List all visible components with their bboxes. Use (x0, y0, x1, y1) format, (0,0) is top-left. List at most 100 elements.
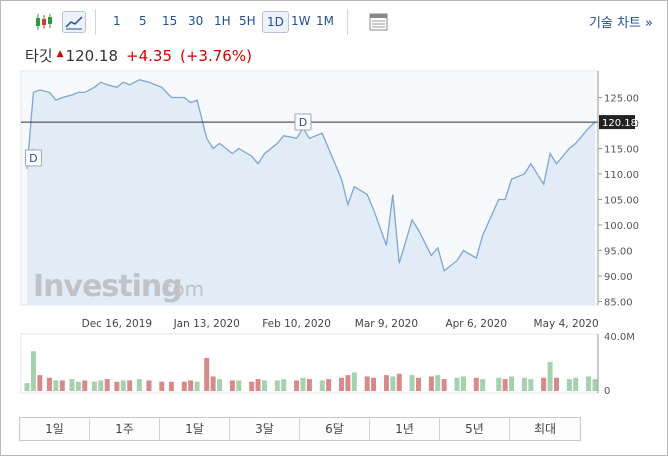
volume-min-label: 0 (604, 386, 610, 397)
volume-bar (181, 381, 187, 391)
period-1w[interactable]: 1주 (90, 418, 160, 440)
period-3m[interactable]: 3달 (230, 418, 300, 440)
price-line (26, 79, 596, 272)
volume-bar (502, 379, 508, 391)
period-5y[interactable]: 5년 (440, 418, 510, 440)
volume-bar (53, 380, 59, 391)
period-1y[interactable]: 1년 (370, 418, 440, 440)
price-change-percent: (+3.76%) (180, 47, 252, 65)
period-6m[interactable]: 6달 (300, 418, 370, 440)
volume-bar (249, 381, 255, 391)
toolbar-divider (347, 9, 348, 35)
volume-bar (300, 377, 306, 391)
volume-bar (30, 351, 36, 391)
toolbar-divider (95, 9, 96, 35)
volume-bar (521, 377, 527, 391)
volume-bar (217, 379, 223, 391)
dividend-marker[interactable] (24, 149, 42, 167)
price-header: 타깃 ▲ 120.18 +4.35 (+3.76%) (25, 45, 252, 66)
volume-bar (229, 380, 235, 391)
period-1d[interactable]: 1일 (20, 418, 90, 440)
volume-bar (480, 379, 486, 391)
timeframe-30[interactable]: 30 (188, 14, 204, 28)
volume-bar (547, 361, 553, 391)
line-chart-icon[interactable] (62, 11, 86, 33)
volume-bar (345, 375, 351, 391)
volume-bar (281, 379, 287, 391)
price-chart[interactable]: Investing.com125.00120.00115.00110.00105… (1, 1, 667, 413)
volume-bar (460, 376, 466, 391)
volume-bar (592, 379, 598, 391)
volume-bar (168, 381, 174, 391)
y-tick-label: 125.00 (604, 94, 639, 105)
y-tick-label: 95.00 (604, 246, 633, 257)
volume-bar (573, 377, 579, 391)
volume-bar (274, 380, 280, 391)
volume-bar (255, 379, 261, 391)
volume-bar (454, 377, 460, 391)
period-1m[interactable]: 1달 (160, 418, 230, 440)
technical-chart-link[interactable]: 기술 차트 » (588, 16, 653, 31)
volume-bar (159, 381, 165, 391)
volume-bar (409, 375, 415, 391)
table-icon[interactable] (367, 11, 391, 33)
volume-bar (338, 377, 344, 391)
volume-bar (396, 373, 402, 391)
y-tick-label: 110.00 (604, 170, 639, 181)
volume-bar (509, 376, 515, 391)
volume-bar (82, 380, 88, 391)
timeframe-1w[interactable]: 1W (291, 14, 311, 28)
period-selector: 1일 1주 1달 3달 6달 1년 5년 최대 (19, 417, 581, 441)
toolbar: 1 5 15 30 1H 5H 1D 1W 1M 기술 차트 » (1, 1, 667, 41)
volume-bar (98, 380, 104, 391)
volume-bar (351, 372, 357, 391)
volume-bar (146, 380, 152, 391)
dividend-marker-label: D (299, 116, 307, 129)
timeframe-1[interactable]: 1 (113, 14, 121, 28)
volume-bar (541, 377, 547, 391)
volume-bar (194, 381, 200, 391)
volume-bar (371, 377, 377, 391)
last-price-tag (599, 115, 635, 130)
x-tick-label: May 4, 2020 (534, 318, 599, 330)
volume-bar (136, 379, 142, 391)
volume-bar (37, 375, 43, 391)
x-tick-label: Mar 9, 2020 (355, 318, 418, 330)
y-tick-label: 100.00 (604, 221, 639, 232)
volume-bar (46, 377, 52, 391)
dividend-marker[interactable] (294, 113, 312, 131)
volume-bar (24, 383, 30, 391)
volume-bar (553, 377, 559, 391)
period-max[interactable]: 최대 (510, 418, 580, 440)
volume-bar (91, 381, 97, 391)
timeframe-1m[interactable]: 1M (316, 14, 334, 28)
volume-bar (120, 380, 126, 391)
last-price: 120.18 (65, 47, 119, 65)
volume-bar (114, 381, 120, 391)
up-arrow-icon: ▲ (56, 49, 64, 59)
timeframe-1d[interactable]: 1D (262, 11, 289, 33)
price-change: +4.35 (126, 47, 172, 65)
volume-bar (59, 380, 65, 391)
watermark-brand: Investing (33, 269, 182, 304)
volume-bar (496, 377, 502, 391)
x-tick-label: Dec 16, 2019 (82, 318, 152, 330)
volume-bar (319, 380, 325, 391)
volume-bar (75, 381, 81, 391)
volume-bar (383, 375, 389, 391)
volume-bar (204, 357, 210, 391)
timeframe-5[interactable]: 5 (139, 14, 147, 28)
volume-bar (435, 375, 441, 391)
timeframe-15[interactable]: 15 (162, 14, 178, 28)
y-tick-label: 105.00 (604, 195, 639, 206)
y-tick-label: 85.00 (604, 297, 633, 308)
timeframe-1h[interactable]: 1H (214, 14, 231, 28)
x-tick-label: Apr 6, 2020 (445, 318, 507, 330)
instrument-label: 타깃 (25, 47, 53, 65)
timeframe-5h[interactable]: 5H (239, 14, 256, 28)
candlestick-icon[interactable] (32, 11, 56, 33)
volume-bar (261, 380, 267, 391)
volume-bar (473, 377, 479, 391)
last-price-tag-label: 120.18 (602, 118, 637, 129)
